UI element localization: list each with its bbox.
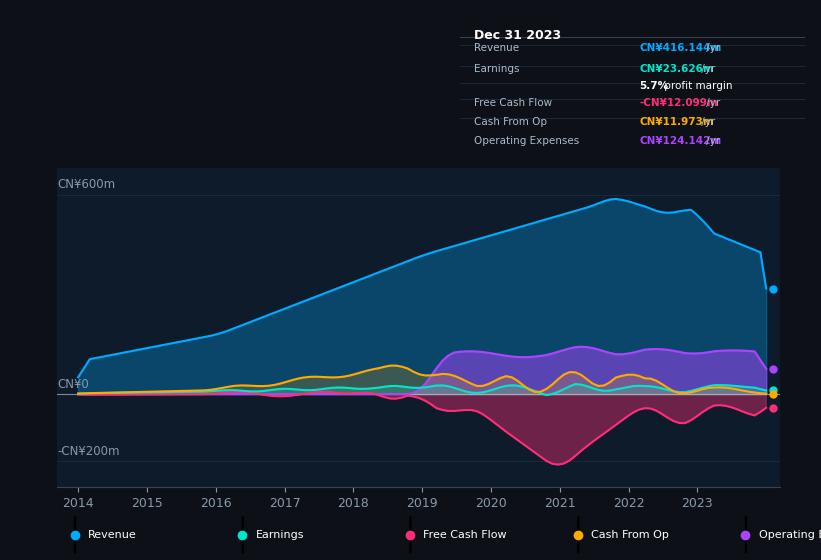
FancyBboxPatch shape bbox=[242, 517, 243, 553]
FancyBboxPatch shape bbox=[75, 517, 76, 553]
Text: Operating Expenses: Operating Expenses bbox=[474, 137, 579, 146]
FancyBboxPatch shape bbox=[578, 517, 579, 553]
Text: Revenue: Revenue bbox=[474, 43, 519, 53]
Text: /yr: /yr bbox=[698, 64, 715, 74]
Text: Free Cash Flow: Free Cash Flow bbox=[424, 530, 507, 540]
Text: CN¥23.626m: CN¥23.626m bbox=[639, 64, 713, 74]
Text: CN¥124.142m: CN¥124.142m bbox=[639, 137, 722, 146]
Text: profit margin: profit margin bbox=[662, 81, 733, 91]
Text: Free Cash Flow: Free Cash Flow bbox=[474, 98, 552, 108]
Text: /yr: /yr bbox=[703, 43, 720, 53]
Text: Earnings: Earnings bbox=[474, 64, 519, 74]
Text: CN¥600m: CN¥600m bbox=[57, 178, 116, 192]
Text: /yr: /yr bbox=[703, 98, 720, 108]
Text: 5.7%: 5.7% bbox=[639, 81, 668, 91]
Text: Earnings: Earnings bbox=[255, 530, 304, 540]
Text: Cash From Op: Cash From Op bbox=[591, 530, 669, 540]
Text: -CN¥200m: -CN¥200m bbox=[57, 445, 120, 458]
Text: CN¥0: CN¥0 bbox=[57, 379, 89, 391]
Text: CN¥416.144m: CN¥416.144m bbox=[639, 43, 722, 53]
Text: Revenue: Revenue bbox=[88, 530, 136, 540]
Text: Cash From Op: Cash From Op bbox=[474, 117, 547, 127]
Text: Dec 31 2023: Dec 31 2023 bbox=[474, 29, 561, 41]
Text: Operating Expenses: Operating Expenses bbox=[759, 530, 821, 540]
Text: -CN¥12.099m: -CN¥12.099m bbox=[639, 98, 718, 108]
Text: CN¥11.973m: CN¥11.973m bbox=[639, 117, 713, 127]
Text: /yr: /yr bbox=[703, 137, 720, 146]
FancyBboxPatch shape bbox=[410, 517, 411, 553]
Text: /yr: /yr bbox=[698, 117, 715, 127]
FancyBboxPatch shape bbox=[745, 517, 746, 553]
